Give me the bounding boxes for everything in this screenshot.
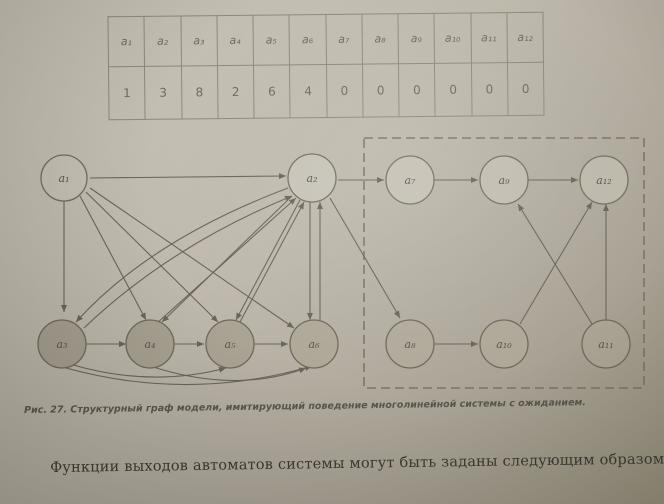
- node-label: a₈: [405, 338, 417, 351]
- node-label: a₂: [307, 172, 318, 185]
- edge-a2-a3: [75, 187, 289, 323]
- node-label: a₉: [499, 174, 511, 187]
- edge-a11-a9: [517, 203, 593, 325]
- node-label: a₃: [57, 338, 68, 351]
- edge-a5-a2: [239, 201, 305, 323]
- node-a3: a₃: [37, 319, 87, 369]
- graph-nodes: a₁ a₂ a₃ a₄ a₅ a₆ a₇ a₈: [37, 153, 631, 369]
- node-a4: a₄: [125, 319, 175, 369]
- node-a9: a₉: [479, 155, 529, 205]
- node-a8: a₈: [385, 319, 435, 369]
- node-a2: a₂: [287, 153, 337, 203]
- edge-a2-a8: [329, 197, 401, 319]
- node-label: a₁₂: [596, 174, 611, 187]
- node-a1: a₁: [40, 154, 88, 202]
- edge-a3-a5-arc: [69, 363, 227, 378]
- edge-a1-a2: [89, 173, 287, 180]
- node-a11: a₁₁: [581, 319, 631, 369]
- node-label: a₇: [405, 174, 417, 187]
- edge-a4-a2: [155, 197, 297, 325]
- subsystem-frame: [363, 137, 645, 389]
- edge-a1-a4: [79, 195, 147, 321]
- edge-a2-a5: [235, 199, 301, 321]
- graph-edges: [61, 173, 609, 386]
- edge-a10-a12: [519, 201, 593, 325]
- node-a5: a₅: [205, 319, 255, 369]
- node-label: a₆: [309, 338, 321, 351]
- node-a7: a₇: [385, 155, 435, 205]
- node-a12: a₁₂: [579, 155, 629, 205]
- node-label: a₅: [225, 338, 237, 351]
- node-label: a₁: [59, 172, 70, 185]
- node-label: a₁₁: [598, 338, 613, 351]
- node-a10: a₁₀: [479, 319, 529, 369]
- edge-a3-a2: [83, 195, 293, 329]
- edge-a2-a4: [161, 195, 293, 323]
- node-label: a₁₀: [496, 338, 512, 351]
- edge-a1-a6: [89, 187, 295, 329]
- node-a6: a₆: [289, 319, 339, 369]
- edge-a4-a6-arc: [149, 365, 307, 382]
- edge-a3-a6-arc: [65, 365, 313, 386]
- node-label: a₄: [145, 338, 156, 351]
